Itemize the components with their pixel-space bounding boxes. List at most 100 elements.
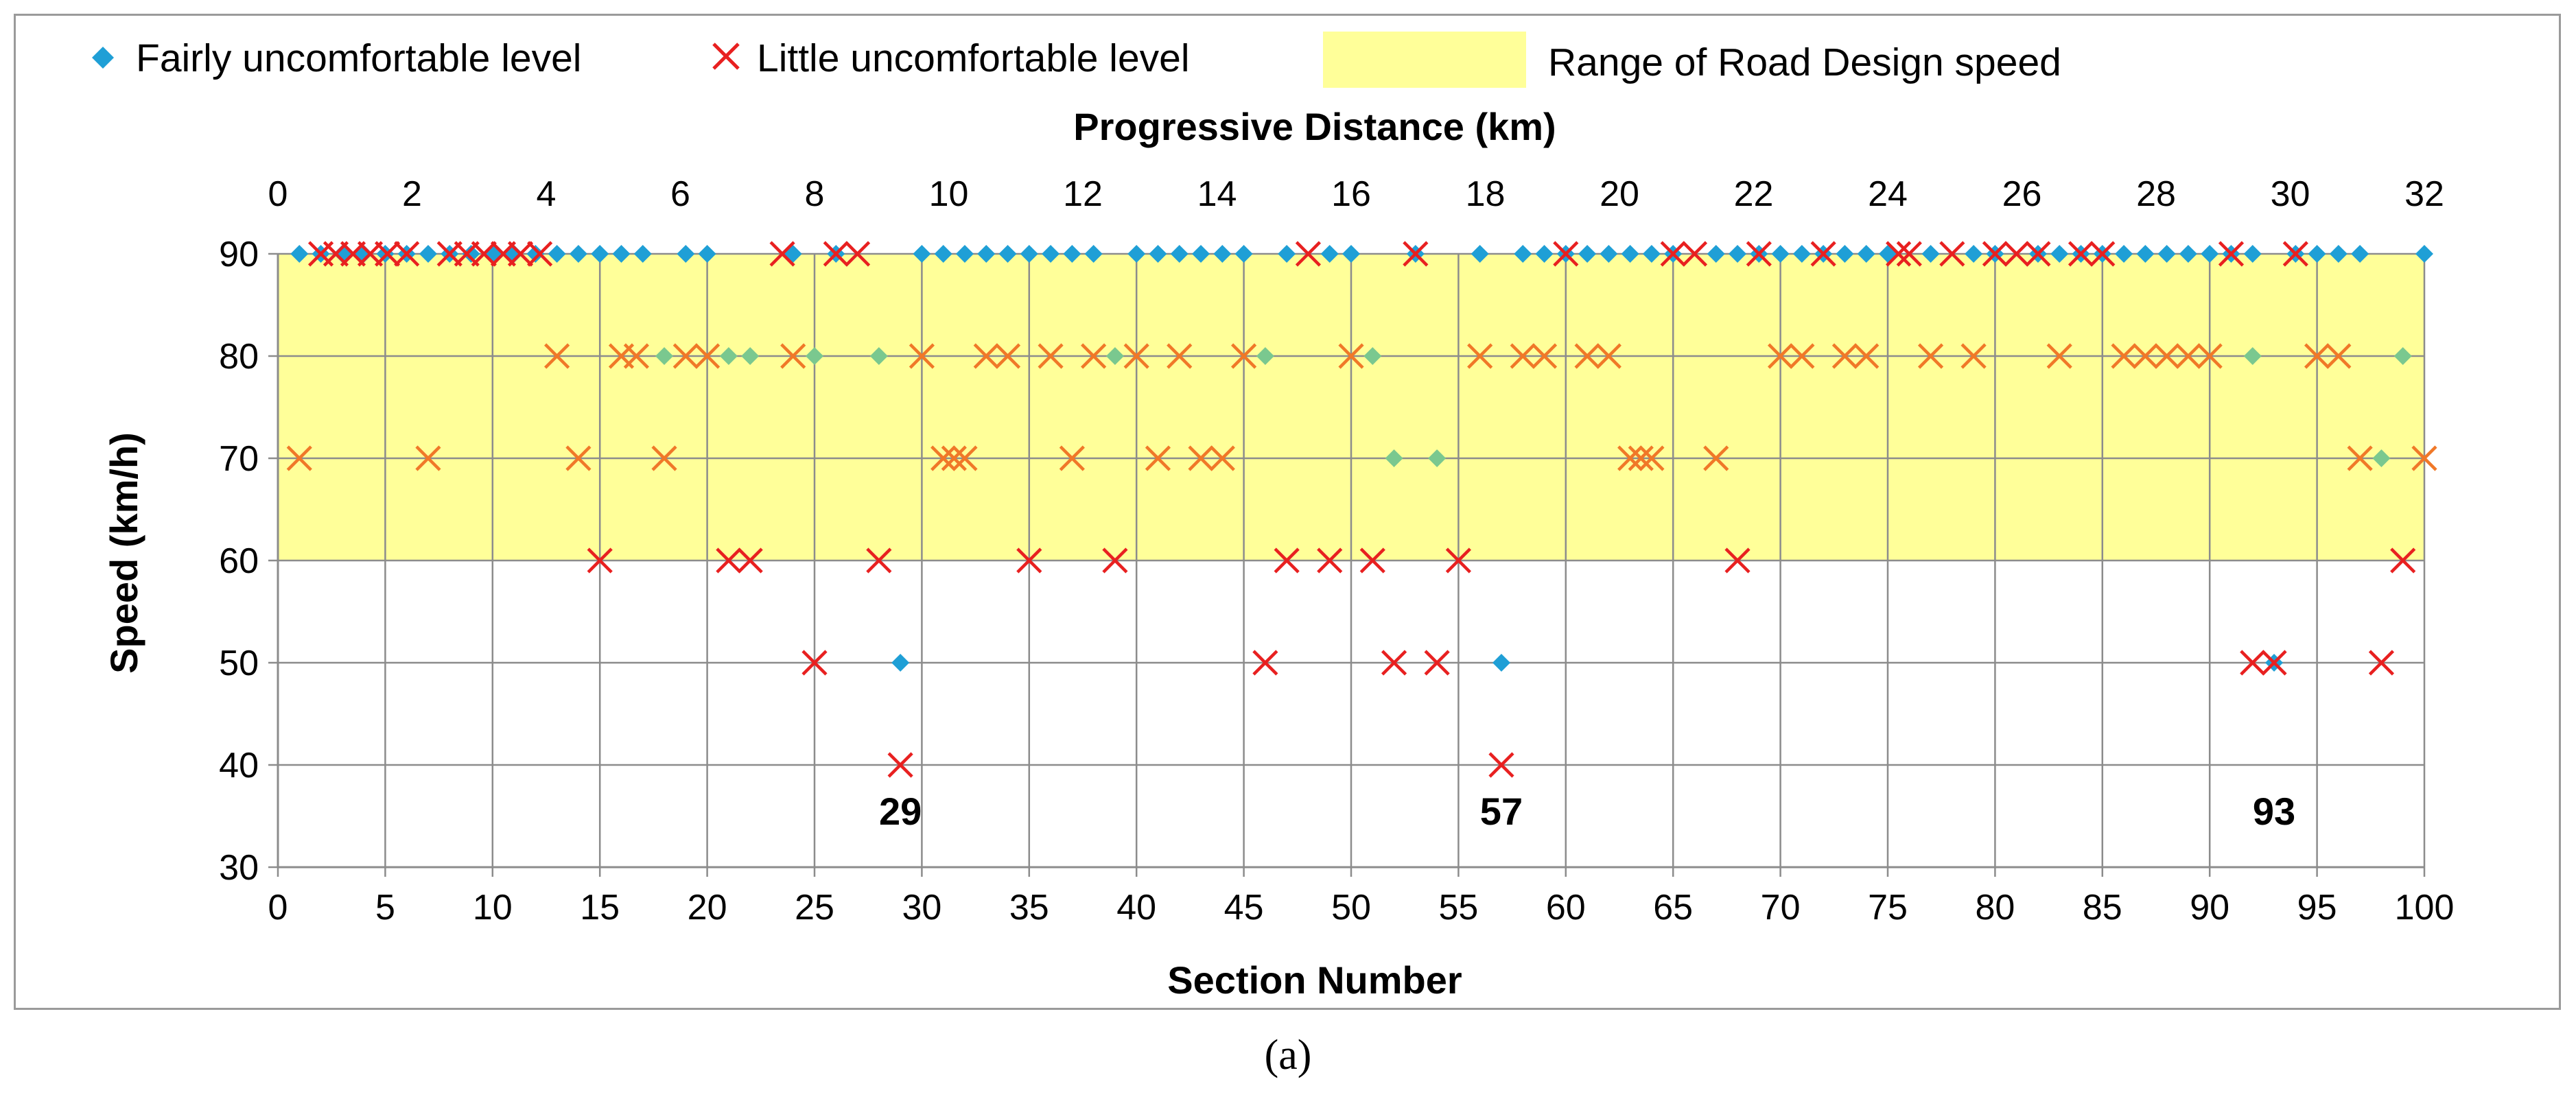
cross-stroke (2326, 343, 2352, 369)
little-uncomfortable-point (1016, 547, 1042, 574)
x2-tick-label: 10 (929, 174, 969, 214)
x-tick-label: 50 (1331, 888, 1371, 928)
x-tick-label: 55 (1438, 888, 1478, 928)
little-uncomfortable-point (2089, 241, 2116, 267)
fairly-uncomfortable-point (1428, 449, 1447, 467)
cross-stroke (672, 343, 699, 369)
y-tick-label: 60 (219, 541, 259, 581)
cross-stroke (1252, 650, 1278, 676)
cross-stroke (1359, 547, 1385, 574)
cross-stroke (651, 445, 677, 471)
x2-tick-label: 6 (670, 174, 690, 214)
little-uncomfortable-point (672, 343, 699, 369)
fairly-uncomfortable-point (2393, 347, 2412, 365)
x-tick-label: 40 (1116, 888, 1156, 928)
little-uncomfortable-point (587, 547, 613, 574)
fairly-uncomfortable-point (1363, 347, 1382, 365)
little-uncomfortable-point (527, 241, 553, 267)
cross-stroke (2197, 343, 2223, 369)
little-uncomfortable-point (651, 445, 677, 471)
cross-stroke (2046, 343, 2072, 369)
little-uncomfortable-point (952, 445, 978, 471)
legend-label-fairly: Fairly uncomfortable level (136, 36, 581, 80)
x2-tick-label: 8 (805, 174, 825, 214)
little-uncomfortable-point (909, 343, 935, 369)
little-uncomfortable-point (1896, 241, 1922, 267)
cross-stroke (1488, 752, 1514, 778)
cross-stroke (1381, 650, 1407, 676)
little-uncomfortable-point (941, 445, 967, 471)
little-uncomfortable-point (1338, 343, 1364, 369)
fairly-uncomfortable-point (2050, 245, 2069, 263)
cross-stroke (930, 445, 957, 471)
little-uncomfortable-point (1939, 241, 1965, 267)
cross-stroke (2089, 241, 2116, 267)
little-uncomfortable-point (866, 547, 892, 574)
little-uncomfortable-point (1917, 343, 1944, 369)
little-uncomfortable-point (780, 343, 806, 369)
fairly-uncomfortable-point (1642, 245, 1661, 263)
fairly-uncomfortable-point (290, 245, 309, 263)
x-tick-label: 0 (268, 888, 288, 928)
cross-stroke (909, 343, 935, 369)
little-uncomfortable-point (973, 343, 999, 369)
cross-stroke (2347, 445, 2373, 471)
little-uncomfortable-point (1038, 343, 1064, 369)
x-tick-label: 85 (2083, 888, 2122, 928)
fairly-uncomfortable-point (1170, 245, 1189, 263)
fairly-uncomfortable-point (998, 245, 1017, 263)
fairly-uncomfortable-point (677, 245, 695, 263)
fairly-uncomfortable-point (1385, 449, 1403, 467)
cross-stroke (1038, 343, 1064, 369)
cross-stroke (1703, 445, 1729, 471)
cross-stroke (1831, 343, 1858, 369)
little-uncomfortable-point (1445, 547, 1471, 574)
cross-stroke (1467, 343, 1493, 369)
x2-tick-label: 24 (1868, 174, 1908, 214)
section-annotation: 93 (2253, 790, 2295, 833)
little-uncomfortable-point (2046, 343, 2072, 369)
x-tick-label: 90 (2190, 888, 2229, 928)
fairly-uncomfortable-point (1127, 245, 1146, 263)
cross-stroke (1016, 547, 1042, 574)
fairly-uncomfortable-point (2329, 245, 2347, 263)
cross-stroke (887, 752, 913, 778)
cross-stroke (1317, 547, 1343, 574)
x2-tick-label: 26 (2002, 174, 2042, 214)
fairly-uncomfortable-point (633, 245, 652, 263)
cross-stroke (527, 241, 553, 267)
fairly-uncomfortable-point (526, 245, 545, 263)
cross-stroke (994, 343, 1021, 369)
fairly-uncomfortable-point (1084, 245, 1103, 263)
cross-stroke (2111, 343, 2137, 369)
fairly-uncomfortable-point (913, 245, 931, 263)
cross-stroke (415, 445, 441, 471)
little-uncomfortable-point (2411, 445, 2437, 471)
cross-stroke (1081, 343, 1107, 369)
cross-stroke (1917, 343, 1944, 369)
x2-tick-label: 4 (537, 174, 557, 214)
little-uncomfortable-point (2004, 241, 2030, 267)
x-tick-label: 95 (2297, 888, 2337, 928)
little-uncomfortable-point (1209, 445, 1235, 471)
cross-stroke (1209, 445, 1235, 471)
little-uncomfortable-point (844, 241, 871, 267)
cross-stroke (844, 241, 871, 267)
x2-tick-label: 30 (2271, 174, 2310, 214)
fairly-uncomfortable-point (1042, 245, 1060, 263)
cross-stroke (1123, 343, 1149, 369)
cross-stroke (1145, 445, 1171, 471)
annotation-layer: 29 57 93 (879, 790, 2295, 833)
cross-stroke (952, 445, 978, 471)
little-uncomfortable-point (1231, 343, 1257, 369)
little-uncomfortable-point (2132, 343, 2158, 369)
little-uncomfortable-point (623, 343, 649, 369)
fairly-uncomfortable-point (1514, 245, 1532, 263)
fairly-uncomfortable-point (1492, 654, 1510, 672)
little-uncomfortable-point (1274, 547, 1300, 574)
little-uncomfortable-point (1768, 343, 1794, 369)
cross-stroke (1167, 343, 1193, 369)
legend-diamond-marker (92, 47, 114, 69)
fairly-uncomfortable-point (1792, 245, 1811, 263)
